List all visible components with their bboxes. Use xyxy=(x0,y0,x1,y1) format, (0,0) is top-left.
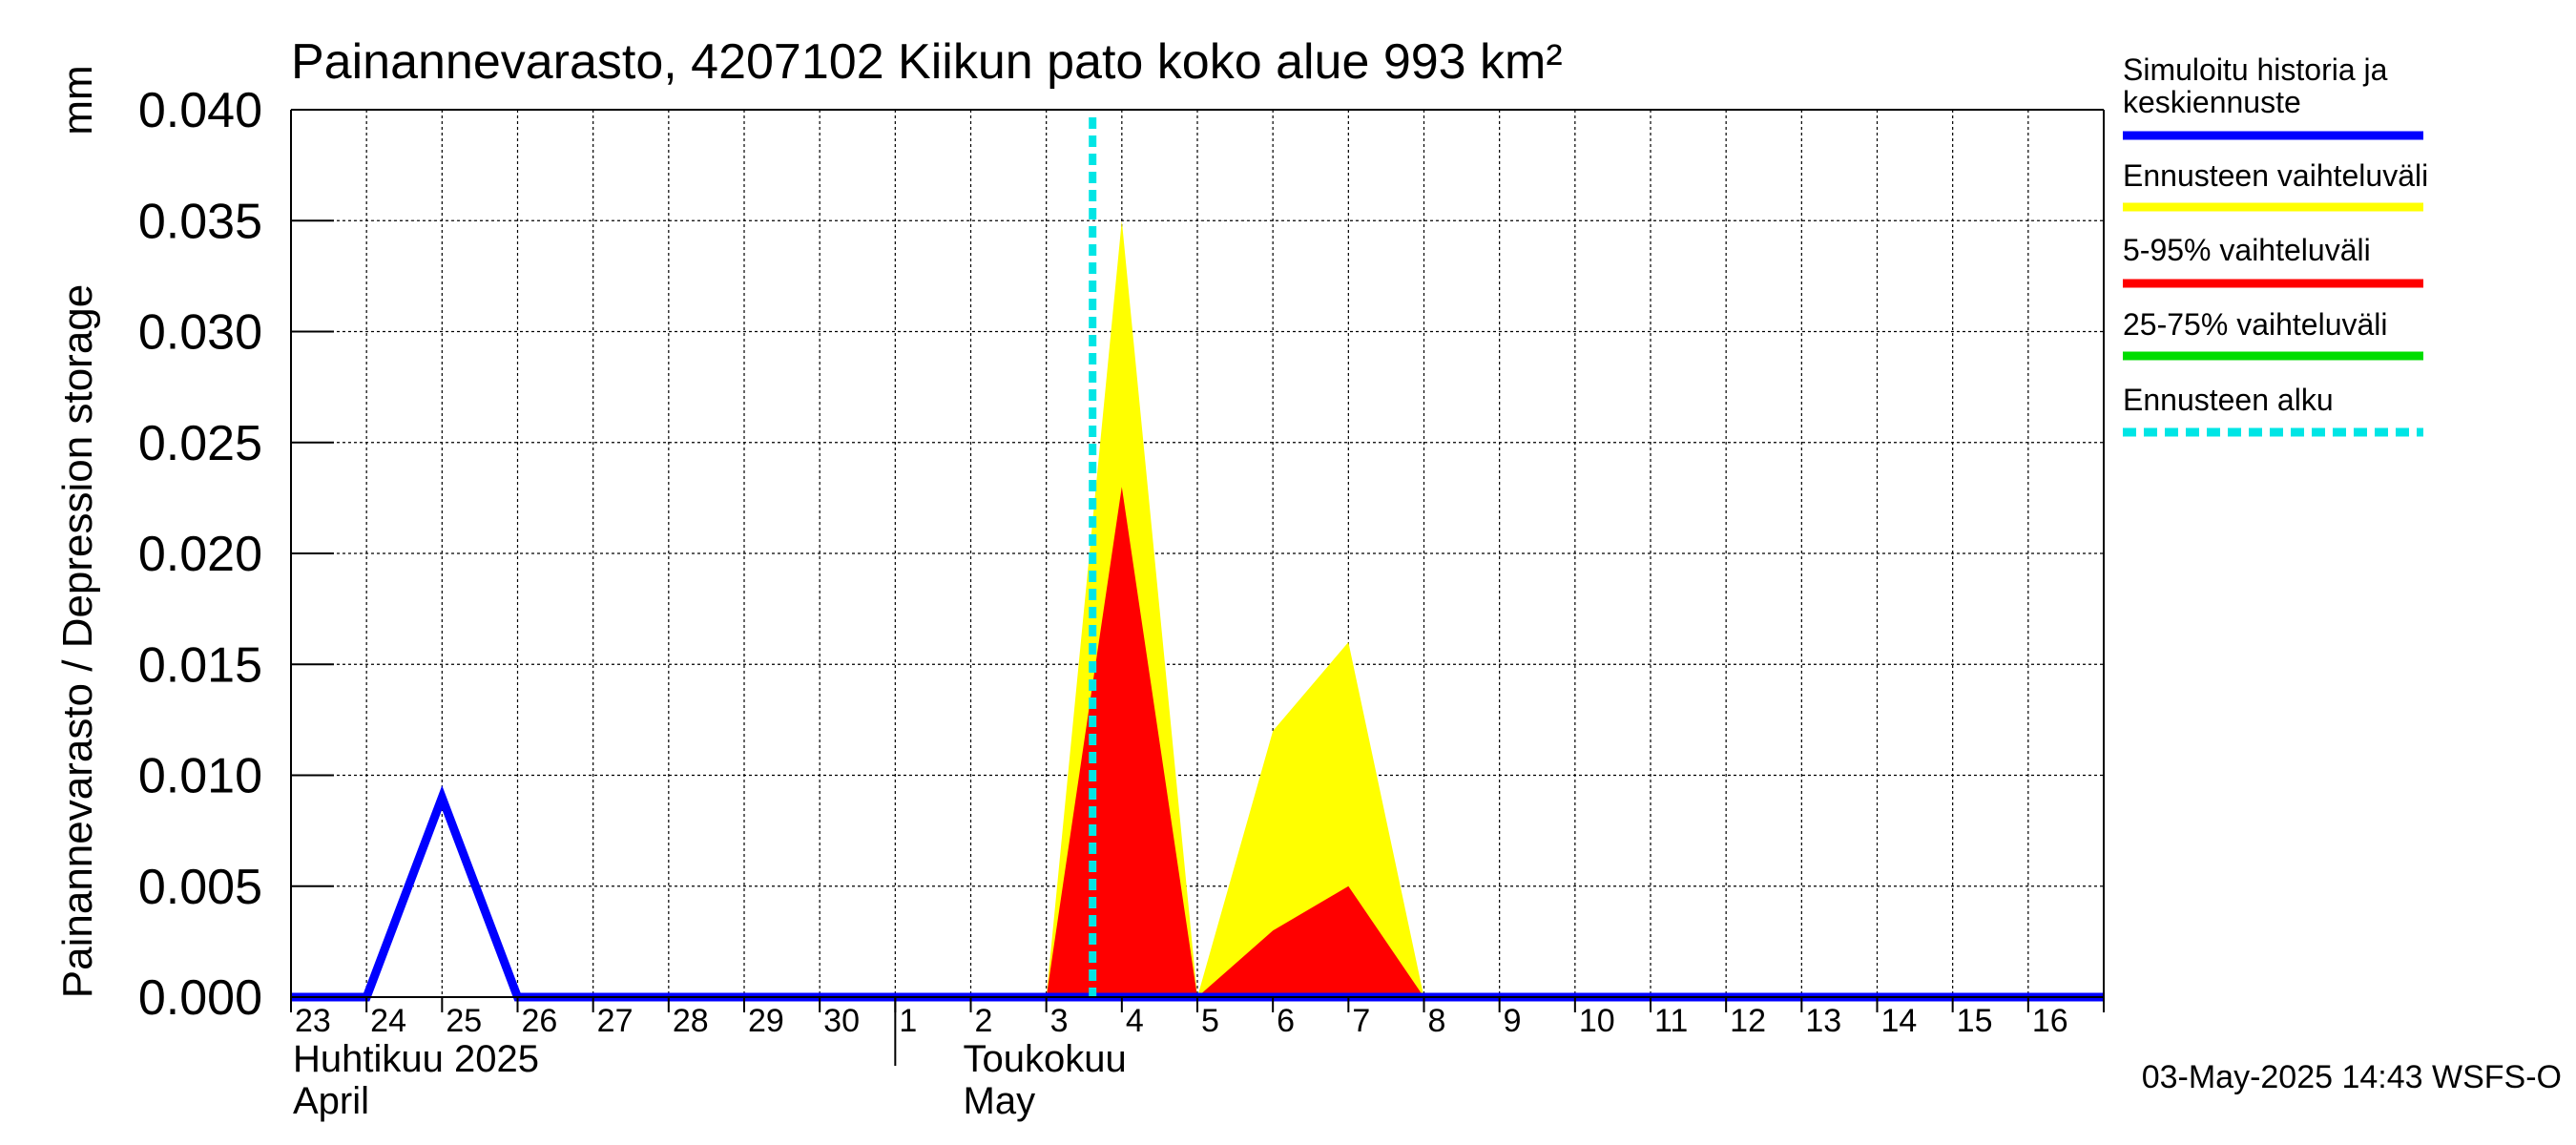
y-tick-label: 0.025 xyxy=(138,416,262,471)
month-label-fi: Toukokuu xyxy=(964,1038,1127,1080)
footer-timestamp: 03-May-2025 14:43 WSFS-O xyxy=(2142,1059,2562,1095)
x-tick-label: 15 xyxy=(1957,1003,1993,1039)
x-tick-labels: 23 24 25 26 27 28 29 30 1 2 3 4 5 6 7 8 9 10 11 12 13 14 15 16 xyxy=(295,1003,2068,1039)
y-tick-labels: 0.000 0.005 0.010 0.015 0.020 0.025 0.030 0.035… xyxy=(138,83,262,1026)
x-tick-label: 10 xyxy=(1579,1003,1615,1039)
x-tick-label: 2 xyxy=(975,1003,993,1039)
y-tick-label: 0.015 xyxy=(138,637,262,693)
x-tick-label: 8 xyxy=(1428,1003,1446,1039)
x-tick-label: 3 xyxy=(1050,1003,1069,1039)
y-axis-label: Painannevarasto / Depression storage xyxy=(54,284,101,998)
axes xyxy=(290,109,2105,1066)
x-tick-label: 11 xyxy=(1654,1003,1688,1039)
month-label-fi: Huhtikuu 2025 xyxy=(293,1038,539,1080)
legend-label: 25-75% vaihteluväli xyxy=(2123,307,2388,342)
y-tick-label: 0.020 xyxy=(138,527,262,582)
x-tick-label: 23 xyxy=(295,1003,331,1039)
legend-label: Ennusteen vaihteluväli xyxy=(2123,158,2428,193)
x-tick-label: 14 xyxy=(1881,1003,1918,1039)
x-tick-label: 12 xyxy=(1730,1003,1766,1039)
x-tick-label: 9 xyxy=(1504,1003,1522,1039)
month-label-en: May xyxy=(964,1080,1036,1122)
x-tick-label: 28 xyxy=(673,1003,709,1039)
x-tick-label: 13 xyxy=(1805,1003,1841,1039)
month-label-en: April xyxy=(293,1080,369,1122)
y-tick-label: 0.000 xyxy=(138,970,262,1026)
y-tick-label: 0.005 xyxy=(138,860,262,915)
y-tick-label: 0.035 xyxy=(138,194,262,249)
legend-label: 5-95% vaihteluväli xyxy=(2123,233,2371,267)
legend-label: Ennusteen alku xyxy=(2123,383,2334,417)
y-tick-label: 0.040 xyxy=(138,83,262,138)
x-tick-label: 1 xyxy=(899,1003,917,1039)
band-5-95-vaihteluv-li xyxy=(1046,487,1424,997)
legend-label: keskiennuste xyxy=(2123,85,2301,119)
x-tick-label: 24 xyxy=(370,1003,406,1039)
x-tick-label: 26 xyxy=(522,1003,558,1039)
y-unit-label: mm xyxy=(54,65,101,135)
x-tick-label: 6 xyxy=(1277,1003,1295,1039)
chart-title: Painannevarasto, 4207102 Kiikun pato kok… xyxy=(291,34,1563,90)
x-tick-label: 16 xyxy=(2032,1003,2068,1039)
legend-label: Simuloitu historia ja xyxy=(2123,52,2388,87)
x-tick-label: 5 xyxy=(1201,1003,1219,1039)
x-tick-label: 7 xyxy=(1352,1003,1370,1039)
x-tick-label: 29 xyxy=(748,1003,784,1039)
y-tick-label: 0.010 xyxy=(138,749,262,804)
x-tick-label: 27 xyxy=(597,1003,634,1039)
x-tick-label: 4 xyxy=(1126,1003,1144,1039)
x-tick-label: 25 xyxy=(446,1003,482,1039)
y-tick-label: 0.030 xyxy=(138,305,262,361)
x-tick-label: 30 xyxy=(823,1003,860,1039)
forecast-bands xyxy=(1046,220,1424,997)
